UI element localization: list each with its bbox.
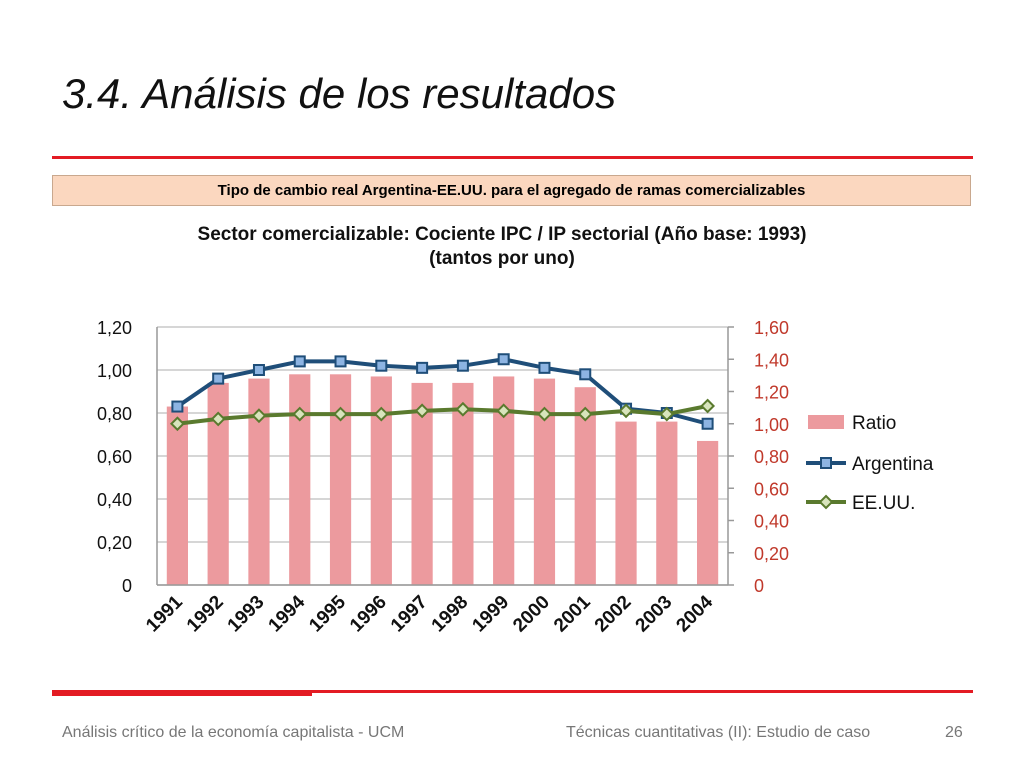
legend-marker [820,457,832,469]
footer-topic: Técnicas cuantitativas (II): Estudio de … [566,724,871,741]
y-right-tick-label: 1,00 [754,415,789,435]
x-tick-label: 1994 [265,591,310,636]
x-tick-label: 1993 [224,592,269,637]
y-right-tick-label: 0,20 [754,544,789,564]
bar-ratio [411,382,433,585]
point-argentina [212,372,225,385]
bar-ratio [248,378,270,585]
point-argentina [334,355,347,368]
bar-ratio [615,421,637,585]
line-argentina [176,357,709,426]
legend-label: Argentina [852,454,934,475]
y-right-tick-label: 1,40 [754,350,789,370]
x-tick-label: 2002 [591,592,636,637]
series-lines [169,353,716,432]
chart: Sector comercializable: Cociente IPC / I… [97,224,934,637]
point-eeuu [496,403,512,419]
x-tick-label: 1998 [428,592,473,637]
y-right-tick-label: 0,60 [754,479,789,499]
y-right-tick-label: 0 [754,576,764,596]
bar-ratio [574,387,596,585]
point-argentina [497,353,510,366]
point-argentina [252,364,265,376]
bar-ratio [207,382,229,585]
point-eeuu [700,398,716,414]
x-tick-label: 1995 [305,591,350,636]
point-eeuu [659,406,675,422]
y-right-tick-label: 1,20 [754,383,789,403]
page-number: 26 [945,724,963,741]
point-argentina [416,361,429,374]
x-tick-label: 1991 [142,591,187,636]
point-argentina [456,359,469,372]
point-eeuu [251,408,267,424]
bar-ratio [493,376,515,585]
legend: Ratio Argentina EE.UU. [806,413,934,514]
point-argentina [538,361,551,374]
point-eeuu [577,406,593,422]
bar-ratio [452,382,474,585]
x-tick-label: 1992 [183,592,228,637]
point-eeuu [414,403,430,419]
y-left-tick-label: 1,00 [97,361,132,381]
bar-ratio [289,374,311,585]
bar-ratio [656,421,678,585]
point-argentina [293,355,306,368]
bottom-divider-accent [52,690,312,696]
top-divider [52,156,973,159]
point-eeuu [455,401,471,417]
point-eeuu [537,406,552,422]
bar-ratio [329,374,352,585]
y-left-tick-label: 0,20 [97,533,132,553]
slide-title: 3.4. Análisis de los resultados [62,70,617,117]
x-tick-label: 2001 [550,591,595,636]
point-eeuu [169,416,185,432]
point-argentina [579,368,592,381]
x-tick-label: 1999 [468,592,513,637]
footer-course: Análisis crítico de la economía capitali… [62,724,405,741]
x-tick-label: 2003 [632,592,677,637]
x-tick-label: 2004 [672,591,717,636]
legend-swatch-bar [808,415,844,429]
chart-subtitle: (tantos por uno) [429,248,575,269]
y-right-tick-label: 0,40 [754,512,789,532]
y-left-tick-label: 0 [122,576,132,596]
legend-label: Ratio [852,413,896,434]
point-eeuu [333,406,348,422]
legend-label: EE.UU. [852,493,915,514]
y-right-tick-label: 0,80 [754,447,789,467]
ratio-bars [166,374,719,585]
point-argentina [701,417,714,430]
point-argentina [375,359,388,372]
y-left-tick-label: 0,60 [97,447,132,467]
bar-ratio [697,440,719,585]
x-tick-label: 2000 [509,592,554,637]
x-tick-label: 1996 [346,592,391,637]
chart-caption: Tipo de cambio real Argentina-EE.UU. par… [52,175,971,206]
bar-ratio [166,406,188,585]
point-eeuu [373,406,389,422]
point-argentina [171,400,184,413]
x-tick-label: 1997 [387,592,432,637]
point-eeuu [618,403,634,419]
point-eeuu [210,411,226,427]
chart-title: Sector comercializable: Cociente IPC / I… [198,224,807,245]
point-eeuu [292,406,308,422]
y-left-tick-label: 1,20 [97,318,132,338]
bottom-divider [52,690,973,693]
bar-ratio [533,378,556,585]
y-left-tick-label: 0,80 [97,404,132,424]
bar-ratio [370,376,392,585]
legend-marker [818,494,834,510]
y-right-tick-label: 1,60 [754,318,789,338]
y-left-tick-label: 0,40 [97,490,132,510]
